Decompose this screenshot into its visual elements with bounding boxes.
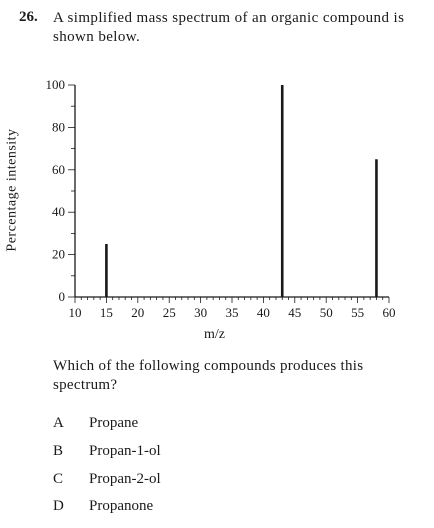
y-tick-label: 80 bbox=[52, 119, 65, 134]
option-letter: D bbox=[53, 498, 64, 514]
question-text: A simplified mass spectrum of an organic… bbox=[53, 10, 405, 45]
option-c[interactable]: C Propan-2-ol bbox=[53, 471, 161, 488]
question-number: 26. bbox=[19, 9, 38, 25]
y-tick-label: 0 bbox=[59, 289, 66, 304]
question-prompt: Which of the following compounds produce… bbox=[53, 358, 364, 393]
x-tick-label: 25 bbox=[163, 305, 176, 320]
y-tick-label: 20 bbox=[52, 247, 65, 262]
x-tick-label: 55 bbox=[351, 305, 364, 320]
option-a[interactable]: A Propane bbox=[53, 415, 138, 432]
option-b[interactable]: B Propan-1-ol bbox=[53, 443, 161, 460]
x-tick-label: 40 bbox=[257, 305, 270, 320]
y-tick-label: 100 bbox=[46, 77, 66, 92]
option-text: Propan-2-ol bbox=[89, 471, 161, 487]
x-tick-label: 20 bbox=[131, 305, 144, 320]
x-tick-label: 50 bbox=[320, 305, 333, 320]
option-letter: C bbox=[53, 471, 64, 487]
x-tick-label: 30 bbox=[194, 305, 207, 320]
x-axis-label: m/z bbox=[204, 327, 225, 342]
option-text: Propan-1-ol bbox=[89, 443, 161, 459]
option-letter: B bbox=[53, 443, 64, 459]
option-text: Propanone bbox=[89, 498, 154, 514]
x-tick-label: 45 bbox=[288, 305, 301, 320]
x-tick-label: 10 bbox=[69, 305, 82, 320]
option-letter: A bbox=[53, 415, 64, 431]
x-tick-label: 35 bbox=[226, 305, 239, 320]
x-tick-label: 15 bbox=[100, 305, 113, 320]
y-tick-label: 40 bbox=[52, 204, 65, 219]
option-text: Propane bbox=[89, 415, 139, 431]
y-tick-label: 60 bbox=[52, 162, 65, 177]
mass-spectrum-chart: 10 15 20 25 30 35 40 45 50 55 60 0 20 40 60 80 100 bbox=[46, 77, 396, 320]
x-tick-label: 60 bbox=[383, 305, 396, 320]
option-d[interactable]: D Propanone bbox=[53, 498, 153, 515]
